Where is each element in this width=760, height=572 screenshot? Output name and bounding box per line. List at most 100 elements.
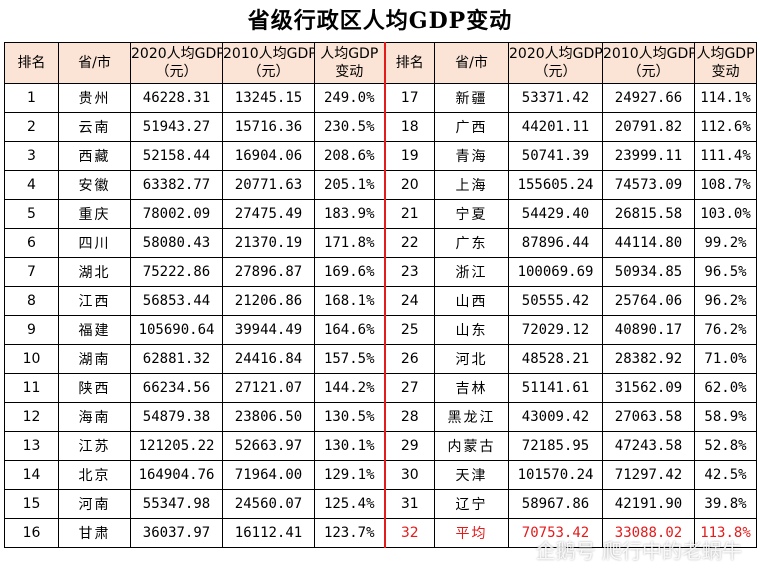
gdp-2020-cell: 54879.38 xyxy=(130,402,223,432)
table-row: 12 海南 54879.38 23806.50 130.5% 28 黑龙江 43009.42 2… xyxy=(4,402,757,432)
gdp-2020-cell: 54429.40 xyxy=(508,199,603,229)
gdp-2020-cell: 155605.24 xyxy=(508,170,603,200)
table-row: 8 江西 56853.44 21206.86 168.1% 24 山西 50555.42 257… xyxy=(4,286,757,316)
province-cell: 甘肃 xyxy=(58,518,131,548)
province-cell: 安徽 xyxy=(58,170,131,200)
change-cell: 103.0% xyxy=(694,199,757,229)
gdp-2020-cell: 105690.64 xyxy=(130,315,223,345)
rank-cell: 21 xyxy=(384,199,435,229)
table-row: 10 湖南 62881.32 24416.84 157.5% 26 河北 48528.21 28… xyxy=(4,344,757,374)
rank-cell: 11 xyxy=(4,373,59,403)
header-change: 人均GDP 变动 xyxy=(694,42,757,84)
rank-cell: 25 xyxy=(384,315,435,345)
province-cell: 福建 xyxy=(58,315,131,345)
gdp-2010-cell: 42191.90 xyxy=(602,489,695,519)
change-cell: 96.2% xyxy=(694,286,757,316)
province-cell: 山东 xyxy=(434,315,509,345)
table-row: 1 贵州 46228.31 13245.15 249.0% 17 新疆 53371.42 249… xyxy=(4,83,757,113)
change-cell: 108.7% xyxy=(694,170,757,200)
table-row: 11 陕西 66234.56 27121.07 144.2% 27 吉林 51141.61 31… xyxy=(4,373,757,403)
change-cell: 39.8% xyxy=(694,489,757,519)
rank-cell: 29 xyxy=(384,431,435,461)
province-cell: 西藏 xyxy=(58,141,131,171)
header-gdp-2010: 2010人均GDP （元） xyxy=(222,42,315,84)
gdp-2020-cell: 58080.43 xyxy=(130,228,223,258)
change-cell: 123.7% xyxy=(314,518,386,548)
table-row: 15 河南 55347.98 24560.07 125.4% 31 辽宁 58967.86 42… xyxy=(4,489,757,519)
rank-cell: 20 xyxy=(384,170,435,200)
gdp-2010-cell: 16904.06 xyxy=(222,141,315,171)
gdp-2010-cell: 24416.84 xyxy=(222,344,315,374)
table-body: 1 贵州 46228.31 13245.15 249.0% 17 新疆 53371.42 249… xyxy=(4,83,757,548)
change-cell: 130.1% xyxy=(314,431,386,461)
gdp-2020-cell: 63382.77 xyxy=(130,170,223,200)
gdp-2010-cell: 23999.11 xyxy=(602,141,695,171)
gdp-table: 排名 省/市 2020人均GDP （元） 2010人均GDP （元） 人均GDP 变动… xyxy=(4,42,757,548)
gdp-2010-cell: 39944.49 xyxy=(222,315,315,345)
rank-cell: 22 xyxy=(384,228,435,258)
rank-cell: 8 xyxy=(4,286,59,316)
rank-cell: 6 xyxy=(4,228,59,258)
table-row: 13 江苏 121205.22 52663.97 130.1% 29 内蒙古 72185.95… xyxy=(4,431,757,461)
gdp-2020-cell: 46228.31 xyxy=(130,83,223,113)
gdp-2020-cell: 100069.69 xyxy=(508,257,603,287)
header-change: 人均GDP 变动 xyxy=(314,42,386,84)
gdp-2020-cell: 44201.11 xyxy=(508,112,603,142)
change-cell: 169.6% xyxy=(314,257,386,287)
header-gdp-2020: 2020人均GDP （元） xyxy=(508,42,603,84)
gdp-2020-cell: 51943.27 xyxy=(130,112,223,142)
province-cell: 河南 xyxy=(58,489,131,519)
change-cell: 62.0% xyxy=(694,373,757,403)
rank-cell: 1 xyxy=(4,83,59,113)
province-cell: 重庆 xyxy=(58,199,131,229)
gdp-2010-cell: 40890.17 xyxy=(602,315,695,345)
province-cell: 平均 xyxy=(434,518,509,548)
change-cell: 168.1% xyxy=(314,286,386,316)
gdp-2020-cell: 121205.22 xyxy=(130,431,223,461)
gdp-2010-cell: 28382.92 xyxy=(602,344,695,374)
table-row: 5 重庆 78002.09 27475.49 183.9% 21 宁夏 54429.40 268… xyxy=(4,199,757,229)
gdp-2020-cell: 51141.61 xyxy=(508,373,603,403)
page-title: 省级行政区人均GDP变动 xyxy=(247,8,513,34)
province-cell: 江西 xyxy=(58,286,131,316)
province-cell: 上海 xyxy=(434,170,509,200)
change-cell: 144.2% xyxy=(314,373,386,403)
rank-cell: 12 xyxy=(4,402,59,432)
province-cell: 海南 xyxy=(58,402,131,432)
change-cell: 114.1% xyxy=(694,83,757,113)
rank-cell: 7 xyxy=(4,257,59,287)
rank-cell: 24 xyxy=(384,286,435,316)
rank-cell: 5 xyxy=(4,199,59,229)
gdp-2010-cell: 74573.09 xyxy=(602,170,695,200)
gdp-2010-cell: 24927.66 xyxy=(602,83,695,113)
gdp-2020-cell: 50741.39 xyxy=(508,141,603,171)
header-province: 省/市 xyxy=(58,42,131,84)
rank-cell: 32 xyxy=(384,518,435,548)
change-cell: 130.5% xyxy=(314,402,386,432)
gdp-2010-cell: 24560.07 xyxy=(222,489,315,519)
change-cell: 171.8% xyxy=(314,228,386,258)
province-cell: 内蒙古 xyxy=(434,431,509,461)
rank-cell: 13 xyxy=(4,431,59,461)
rank-cell: 17 xyxy=(384,83,435,113)
rank-cell: 28 xyxy=(384,402,435,432)
province-cell: 湖南 xyxy=(58,344,131,374)
table-row: 6 四川 58080.43 21370.19 171.8% 22 广东 87896.44 441… xyxy=(4,228,757,258)
gdp-2010-cell: 26815.58 xyxy=(602,199,695,229)
province-cell: 江苏 xyxy=(58,431,131,461)
gdp-2010-cell: 31562.09 xyxy=(602,373,695,403)
gdp-2020-cell: 62881.32 xyxy=(130,344,223,374)
header-rank: 排名 xyxy=(4,42,59,84)
gdp-2020-cell: 52158.44 xyxy=(130,141,223,171)
rank-cell: 16 xyxy=(4,518,59,548)
change-cell: 183.9% xyxy=(314,199,386,229)
gdp-2010-cell: 27121.07 xyxy=(222,373,315,403)
change-cell: 113.8% xyxy=(694,518,757,548)
rank-cell: 31 xyxy=(384,489,435,519)
gdp-2010-cell: 27475.49 xyxy=(222,199,315,229)
change-cell: 99.2% xyxy=(694,228,757,258)
province-cell: 天津 xyxy=(434,460,509,490)
province-cell: 湖北 xyxy=(58,257,131,287)
gdp-2010-cell: 27063.58 xyxy=(602,402,695,432)
province-cell: 吉林 xyxy=(434,373,509,403)
